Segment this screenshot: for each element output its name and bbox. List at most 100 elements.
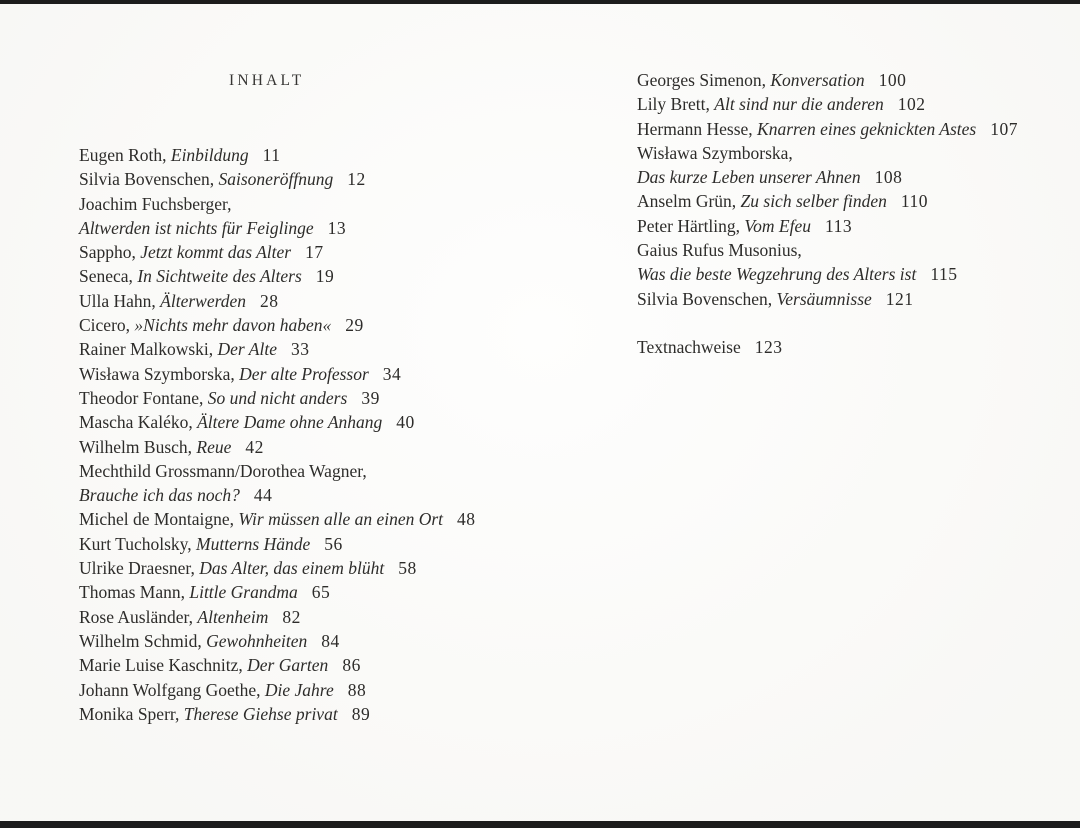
title-text: Das Alter, das einem blüht [199, 558, 385, 579]
author-text: Theodor Fontane, [79, 387, 208, 408]
author-text: Marie Luise Kaschnitz, [79, 655, 248, 676]
toc-entry: Wisława Szymborska, Der alte Professor 34 [79, 362, 476, 386]
page-number: 44 [253, 485, 273, 506]
page-number: 19 [315, 266, 335, 287]
toc-entry: Wilhelm Busch, Reue 42 [79, 435, 476, 459]
page-number: 12 [347, 169, 366, 190]
title-text: Der Garten [247, 655, 329, 676]
author-text: Lily Brett, [637, 94, 715, 115]
page-number: 40 [396, 412, 415, 433]
title-text: So und nicht anders [207, 387, 348, 408]
author-text: Wilhelm Busch, [79, 436, 197, 457]
title-text: Der alte Professor [239, 363, 369, 384]
title-text: Was die beste Wegzehrung des Alters ist [637, 264, 917, 285]
title-text: Zu sich selber finden [740, 191, 887, 212]
toc-entry: Silvia Bovenschen, Saisoneröffnung 12 [79, 167, 476, 191]
page-number: 108 [874, 167, 903, 188]
title-text: Das kurze Leben unserer Ahnen [637, 167, 861, 188]
toc-entry: Peter Härtling, Vom Efeu 113 [637, 214, 1018, 238]
page-number: 123 [754, 337, 783, 358]
author-text: Georges Simenon, [637, 70, 771, 90]
author-text: Eugen Roth, [79, 145, 171, 165]
page-title: INHALT [229, 72, 305, 89]
title-text: Der Alte [217, 339, 277, 360]
toc-entry: Altwerden ist nichts für Feiglinge 13 [79, 216, 476, 240]
toc-entry: Theodor Fontane, So und nicht anders 39 [79, 386, 476, 410]
author-text: Wisława Szymborska, [79, 363, 240, 384]
toc-entry: Sappho, Jetzt kommt das Alter 17 [79, 240, 476, 264]
page-number: 102 [897, 94, 926, 115]
toc-entry: Wisława Szymborska, [637, 141, 1018, 165]
author-text: Rose Ausländer, [79, 606, 198, 627]
page-number: 42 [245, 436, 264, 457]
toc-entry: Ulrike Draesner, Das Alter, das einem bl… [79, 556, 476, 580]
title-text: Reue [196, 436, 232, 457]
toc-entry: Joachim Fuchsberger, [79, 192, 476, 216]
author-text: Johann Wolfgang Goethe, [79, 679, 265, 700]
page-number: 84 [321, 630, 340, 651]
author-text: Peter Härtling, [637, 215, 745, 236]
page-number: 39 [361, 387, 380, 408]
title-text: Wir müssen alle an einen Ort [238, 509, 444, 530]
author-text: Wisława Szymborska, [637, 142, 793, 163]
page-number: 88 [347, 679, 367, 700]
author-text: Kurt Tucholsky, [79, 533, 197, 554]
toc-entry: Kurt Tucholsky, Mutterns Hände 56 [79, 532, 476, 556]
title-text: Älterwerden [160, 290, 247, 311]
page-number: 65 [311, 582, 331, 603]
author-text: Hermann Hesse, [637, 118, 758, 139]
toc-entry: Eugen Roth, Einbildung 11 [79, 143, 476, 167]
page-number: 29 [345, 315, 364, 336]
toc-entry: Cicero, »Nichts mehr davon haben« 29 [79, 313, 476, 337]
author-text: Gaius Rufus Musonius, [637, 240, 802, 261]
page-number: 28 [260, 290, 279, 311]
page-number: 11 [262, 145, 281, 165]
page-number: 13 [327, 217, 347, 238]
page-number: 113 [825, 215, 853, 236]
page-number: 34 [382, 363, 402, 384]
author-text: Silvia Bovenschen, [79, 169, 219, 190]
toc-entry: Thomas Mann, Little Grandma 65 [79, 580, 476, 604]
author-text: Silvia Bovenschen, [637, 288, 777, 309]
toc-entry: Silvia Bovenschen, Versäumnisse 121 [637, 287, 1018, 311]
page-number: 33 [291, 339, 310, 360]
page-number: 48 [457, 509, 476, 530]
toc-entry: Anselm Grün, Zu sich selber finden 110 [637, 189, 1018, 213]
page-number: 107 [990, 118, 1018, 139]
author-text: Mascha Kaléko, [79, 412, 198, 433]
title-text: Brauche ich das noch? [79, 485, 240, 506]
page-number: 86 [342, 655, 361, 676]
toc-entry: Lily Brett, Alt sind nur die anderen 102 [637, 92, 1018, 116]
author-text: Rainer Malkowski, [79, 339, 218, 360]
author-text: Anselm Grün, [637, 191, 741, 212]
toc-entry: Ulla Hahn, Älterwerden 28 [79, 289, 476, 313]
title-text: »Nichts mehr davon haben« [134, 315, 332, 336]
toc-column-right: Georges Simenon, Konversation 100 Lily Bre… [637, 68, 1018, 360]
toc-entry: Seneca, In Sichtweite des Alters 19 [79, 264, 476, 288]
toc-entry: Was die beste Wegzehrung des Alters ist 1… [637, 262, 1018, 286]
author-text: Mechthild Grossmann/Dorothea Wagner, [79, 460, 367, 481]
page-number: 89 [351, 703, 371, 724]
toc-column-left: Eugen Roth, Einbildung 11 Silvia Bovensche… [79, 143, 476, 726]
author-text: Wilhelm Schmid, [79, 630, 207, 651]
title-text: Altwerden ist nichts für Feiglinge [79, 217, 314, 238]
author-text: Monika Sperr, [79, 703, 184, 724]
author-text: Michel de Montaigne, [79, 509, 239, 530]
author-text: Textnachweise [637, 337, 741, 358]
title-text: Knarren eines geknickten Astes [757, 118, 977, 139]
title-text: Saisoneröffnung [218, 169, 334, 190]
author-text: Seneca, [79, 266, 138, 287]
toc-entry: Textnachweise 123 [637, 335, 1018, 359]
toc-entry: Rainer Malkowski, Der Alte 33 [79, 337, 476, 361]
toc-entry: Hermann Hesse, Knarren eines geknickten … [637, 117, 1018, 141]
author-text: Sappho, [79, 242, 141, 263]
title-text: In Sichtweite des Alters [137, 266, 302, 287]
author-text: Ulrike Draesner, [79, 558, 200, 579]
page-number: 115 [930, 264, 958, 285]
author-text: Cicero, [79, 315, 135, 336]
author-text: Thomas Mann, [79, 582, 190, 603]
page-number: 110 [900, 191, 928, 212]
toc-entry: Gaius Rufus Musonius, [637, 238, 1018, 262]
title-text: Jetzt kommt das Alter [140, 242, 292, 263]
